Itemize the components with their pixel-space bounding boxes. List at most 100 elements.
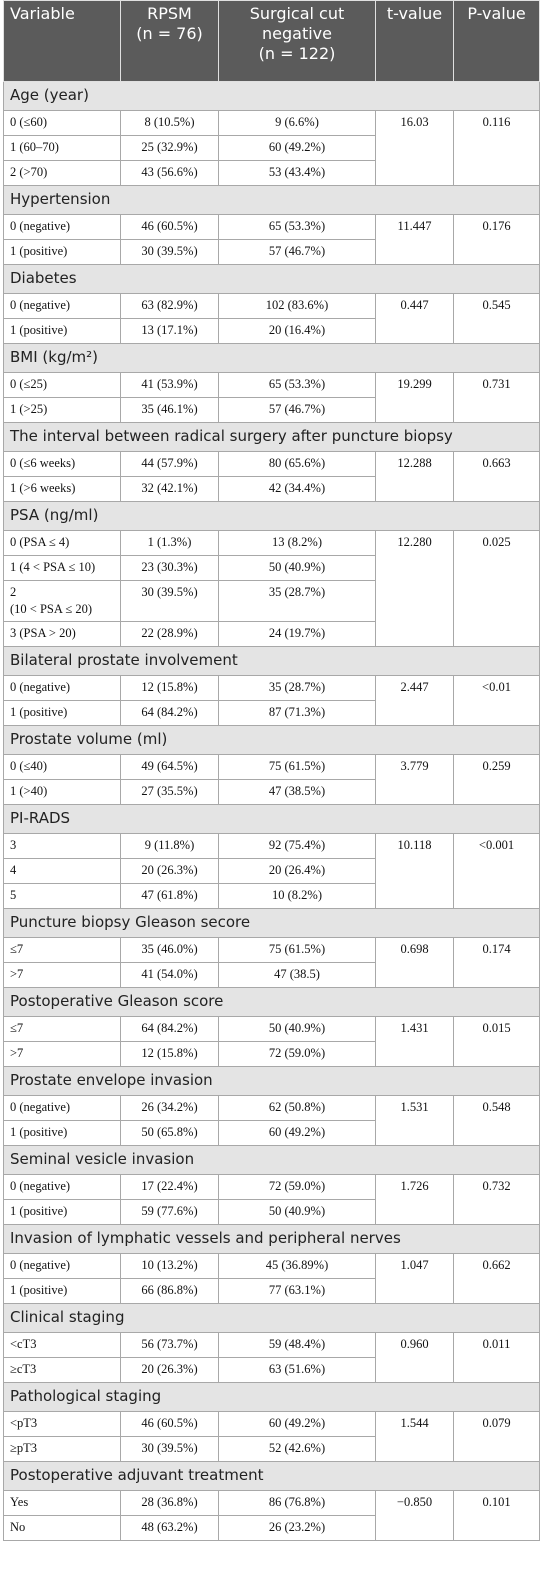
t-value: 1.431 (375, 1016, 454, 1067)
data-row: 0 (negative) 12 (15.8%) 35 (28.7%) 2.447 <0.… (3, 675, 540, 726)
t-value: 10.118 (375, 833, 454, 909)
p-value: 0.176 (453, 214, 540, 265)
data-row: 0 (≤6 weeks) 44 (57.9%) 80 (65.6%) 12.288 0.… (3, 451, 540, 502)
row-label: 0 (negative) (3, 214, 121, 240)
cell: 53 (43.4%) (218, 160, 376, 186)
cell: 35 (46.0%) (120, 937, 219, 963)
header-cell: Surgical cut negative (n = 122) (218, 0, 376, 82)
cell: 65 (53.3%) (218, 372, 376, 398)
row-label: 0 (≤40) (3, 754, 121, 780)
cell: 9 (11.8%) (120, 833, 219, 859)
row-label: 1 (4 < PSA ≤ 10) (3, 555, 121, 581)
cell: 57 (46.7%) (218, 397, 376, 423)
cell: 23 (30.3%) (120, 555, 219, 581)
row-label: 1 (positive) (3, 700, 121, 726)
cell: 9 (6.6%) (218, 110, 376, 136)
header-line: RPSM (147, 4, 192, 23)
row-label: 0 (≤25) (3, 372, 121, 398)
cell: 32 (42.1%) (120, 476, 219, 502)
cell: 77 (63.1%) (218, 1278, 376, 1304)
group-title: Diabetes (3, 264, 540, 294)
p-value: 0.732 (453, 1174, 540, 1225)
group-row: Pathological staging (3, 1382, 540, 1412)
cell: 47 (38.5) (218, 962, 376, 988)
group-title: Clinical staging (3, 1303, 540, 1333)
data-row: ≤7 64 (84.2%) 50 (40.9%) 1.431 0.015 (3, 1016, 540, 1067)
t-value: 0.698 (375, 937, 454, 988)
header-row: Variable RPSM (n = 76) Surgical cut negative… (3, 0, 540, 82)
data-row: >7 12 (15.8%) 72 (59.0%) (3, 1041, 540, 1067)
row-label: 0 (negative) (3, 1095, 121, 1121)
data-row: <cT3 56 (73.7%) 59 (48.4%) 0.960 0.011 (3, 1332, 540, 1383)
row-label: >7 (3, 1041, 121, 1067)
cell: 50 (40.9%) (218, 1199, 376, 1225)
cell: 27 (35.5%) (120, 779, 219, 805)
cell: 75 (61.5%) (218, 937, 376, 963)
data-row: 4 20 (26.3%) 20 (26.4%) (3, 858, 540, 884)
p-value: 0.663 (453, 451, 540, 502)
data-row: 0 (negative) 10 (13.2%) 45 (36.89%) 1.047 0.… (3, 1253, 540, 1304)
data-row: 1 (60–70) 25 (32.9%) 60 (49.2%) (3, 135, 540, 161)
row-label: 1 (60–70) (3, 135, 121, 161)
cell: 26 (34.2%) (120, 1095, 219, 1121)
p-value: <0.001 (453, 833, 540, 909)
p-value: 0.025 (453, 530, 540, 647)
data-table: Variable RPSM (n = 76) Surgical cut negative… (3, 0, 540, 1541)
group-row: BMI (kg/m²) (3, 343, 540, 373)
row-label: Yes (3, 1490, 121, 1516)
row-label: 0 (negative) (3, 1174, 121, 1200)
cell: 102 (83.6%) (218, 293, 376, 319)
data-row: ≤7 35 (46.0%) 75 (61.5%) 0.698 0.174 (3, 937, 540, 988)
cell: 60 (49.2%) (218, 1411, 376, 1437)
cell: 43 (56.6%) (120, 160, 219, 186)
cell: 60 (49.2%) (218, 135, 376, 161)
row-label: 5 (3, 883, 121, 909)
cell: 41 (53.9%) (120, 372, 219, 398)
data-row: 2 (10 < PSA ≤ 20) 30 (39.5%) 35 (28.7%) (3, 580, 540, 622)
group-row: Age (year) (3, 81, 540, 111)
row-label: ≥cT3 (3, 1357, 121, 1383)
t-value: 1.544 (375, 1411, 454, 1462)
data-row: 0 (negative) 26 (34.2%) 62 (50.8%) 1.531 0.5… (3, 1095, 540, 1146)
row-label: 1 (positive) (3, 1278, 121, 1304)
cell: 26 (23.2%) (218, 1515, 376, 1541)
data-row: 3 (PSA > 20) 22 (28.9%) 24 (19.7%) (3, 621, 540, 647)
row-label: <pT3 (3, 1411, 121, 1437)
header-line: Variable (10, 4, 75, 23)
group-row: Seminal vesicle invasion (3, 1145, 540, 1175)
data-row: 0 (negative) 17 (22.4%) 72 (59.0%) 1.726 0.7… (3, 1174, 540, 1225)
group-row: Hypertension (3, 185, 540, 215)
group-title: Pathological staging (3, 1382, 540, 1412)
cell: 42 (34.4%) (218, 476, 376, 502)
data-row: ≥pT3 30 (39.5%) 52 (42.6%) (3, 1436, 540, 1462)
group-title: PSA (ng/ml) (3, 501, 540, 531)
header-line: negative (262, 24, 332, 43)
cell: 50 (40.9%) (218, 1016, 376, 1042)
cell: 30 (39.5%) (120, 580, 219, 622)
cell: 30 (39.5%) (120, 1436, 219, 1462)
row-label: 1 (positive) (3, 1199, 121, 1225)
data-row: 0 (PSA ≤ 4) 1 (1.3%) 13 (8.2%) 12.280 0.025 (3, 530, 540, 647)
cell: 44 (57.9%) (120, 451, 219, 477)
cell: 22 (28.9%) (120, 621, 219, 647)
cell: 92 (75.4%) (218, 833, 376, 859)
data-row: 5 47 (61.8%) 10 (8.2%) (3, 883, 540, 909)
group-row: Clinical staging (3, 1303, 540, 1333)
group-row: Diabetes (3, 264, 540, 294)
row-label: 3 (PSA > 20) (3, 621, 121, 647)
data-row: 1 (>6 weeks) 32 (42.1%) 42 (34.4%) (3, 476, 540, 502)
cell: 10 (8.2%) (218, 883, 376, 909)
t-value: 0.960 (375, 1332, 454, 1383)
cell: 13 (8.2%) (218, 530, 376, 556)
cell: 46 (60.5%) (120, 214, 219, 240)
p-value: 0.548 (453, 1095, 540, 1146)
cell: 45 (36.89%) (218, 1253, 376, 1279)
t-value: 1.531 (375, 1095, 454, 1146)
cell: 1 (1.3%) (120, 530, 219, 556)
cell: 65 (53.3%) (218, 214, 376, 240)
group-row: Postoperative adjuvant treatment (3, 1461, 540, 1491)
cell: 87 (71.3%) (218, 700, 376, 726)
cell: 35 (28.7%) (218, 580, 376, 622)
data-row: 0 (negative) 46 (60.5%) 65 (53.3%) 11.447 0.… (3, 214, 540, 265)
